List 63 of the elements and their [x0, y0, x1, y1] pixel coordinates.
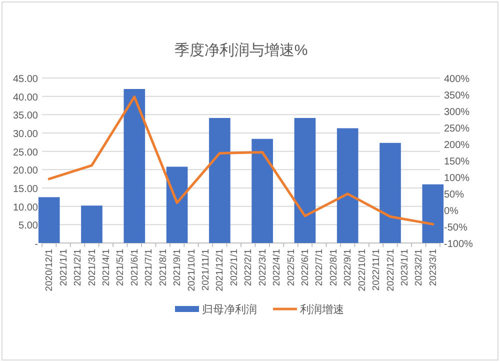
x-tick-label: 2023/1/1: [399, 249, 410, 286]
y2-tick-label: 0%: [444, 206, 459, 217]
y2-tick-label: 50%: [444, 190, 464, 200]
bar: [380, 142, 401, 243]
bar: [336, 128, 358, 243]
chart-title: 季度净利润与增速%: [174, 42, 308, 59]
x-tick-label: 2022/11/1: [371, 249, 382, 291]
y2-tick-label: 150%: [444, 156, 470, 168]
y-tick-label: 30.00: [12, 129, 38, 140]
legend-label: 利润增速: [300, 303, 344, 316]
x-tick-label: 2021/11/1: [200, 249, 212, 291]
x-tick-label: 2022/5/1: [286, 249, 297, 286]
y-tick-label: -: [34, 239, 38, 250]
y-tick-label: 10.00: [12, 202, 38, 214]
x-tick-label: 2021/12/1: [214, 249, 226, 292]
x-tick-label: 2021/8/1: [158, 249, 169, 286]
x-tick-label: 2021/6/1: [129, 249, 140, 286]
y-tick-label: 40.00: [12, 92, 38, 104]
x-tick-label: 2021/5/1: [115, 249, 126, 286]
y2-tick-label: 300%: [444, 107, 470, 118]
x-tick-label: 2021/9/1: [172, 249, 184, 286]
y-tick-label: 45.00: [12, 74, 38, 85]
y-tick-label: 15.00: [12, 184, 38, 195]
x-tick-label: 2021/4/1: [100, 249, 112, 286]
y2-tick-label: 200%: [444, 140, 470, 151]
x-tick-label: 2021/1/1: [58, 249, 70, 286]
x-tick-label: 2023/2/1: [414, 249, 425, 286]
x-tick-label: 2022/12/1: [385, 249, 396, 292]
bar: [252, 138, 273, 243]
y-tick-label: 35.00: [12, 110, 38, 122]
y2-tick-label: 100%: [444, 173, 470, 184]
x-tick-label: 2020/12/1: [44, 249, 56, 292]
x-tick-label: 2021/2/1: [72, 249, 84, 286]
x-tick-label: 2022/1/1: [228, 249, 240, 286]
x-tick-label: 2021/10/1: [186, 249, 198, 292]
x-tick-label: 2022/3/1: [257, 249, 268, 286]
bar: [294, 118, 316, 243]
y-tick-label: 20.00: [12, 166, 38, 177]
x-tick-label: 2023/3/1: [428, 249, 439, 286]
x-tick-label: 2022/4/1: [272, 249, 283, 286]
x-tick-label: 2021/7/1: [144, 249, 155, 286]
x-tick-label: 2022/10/1: [356, 249, 368, 292]
legend-label: 归母净利润: [202, 303, 257, 316]
y2-tick-label: 250%: [444, 124, 470, 134]
bar: [38, 197, 60, 243]
x-tick-label: 2022/2/1: [243, 249, 254, 286]
y-tick-label: 5.00: [18, 220, 38, 232]
bar: [209, 118, 230, 243]
bar: [124, 89, 146, 243]
bar: [166, 166, 188, 243]
y2-tick-label: 350%: [444, 90, 470, 102]
x-tick-label: 2022/7/1: [314, 249, 326, 286]
y2-tick-label: 400%: [444, 74, 470, 85]
x-tick-label: 2021/3/1: [86, 249, 98, 286]
y2-tick-label: -100%: [444, 239, 474, 250]
x-tick-label: 2022/8/1: [328, 249, 340, 286]
x-tick-label: 2022/9/1: [342, 249, 354, 286]
bar: [81, 206, 102, 243]
y2-tick-label: -50%: [444, 222, 468, 234]
bar: [422, 184, 444, 243]
y-tick-label: 25.00: [12, 147, 38, 158]
line-series: [48, 96, 434, 226]
x-tick-label: 2022/6/1: [300, 249, 311, 286]
